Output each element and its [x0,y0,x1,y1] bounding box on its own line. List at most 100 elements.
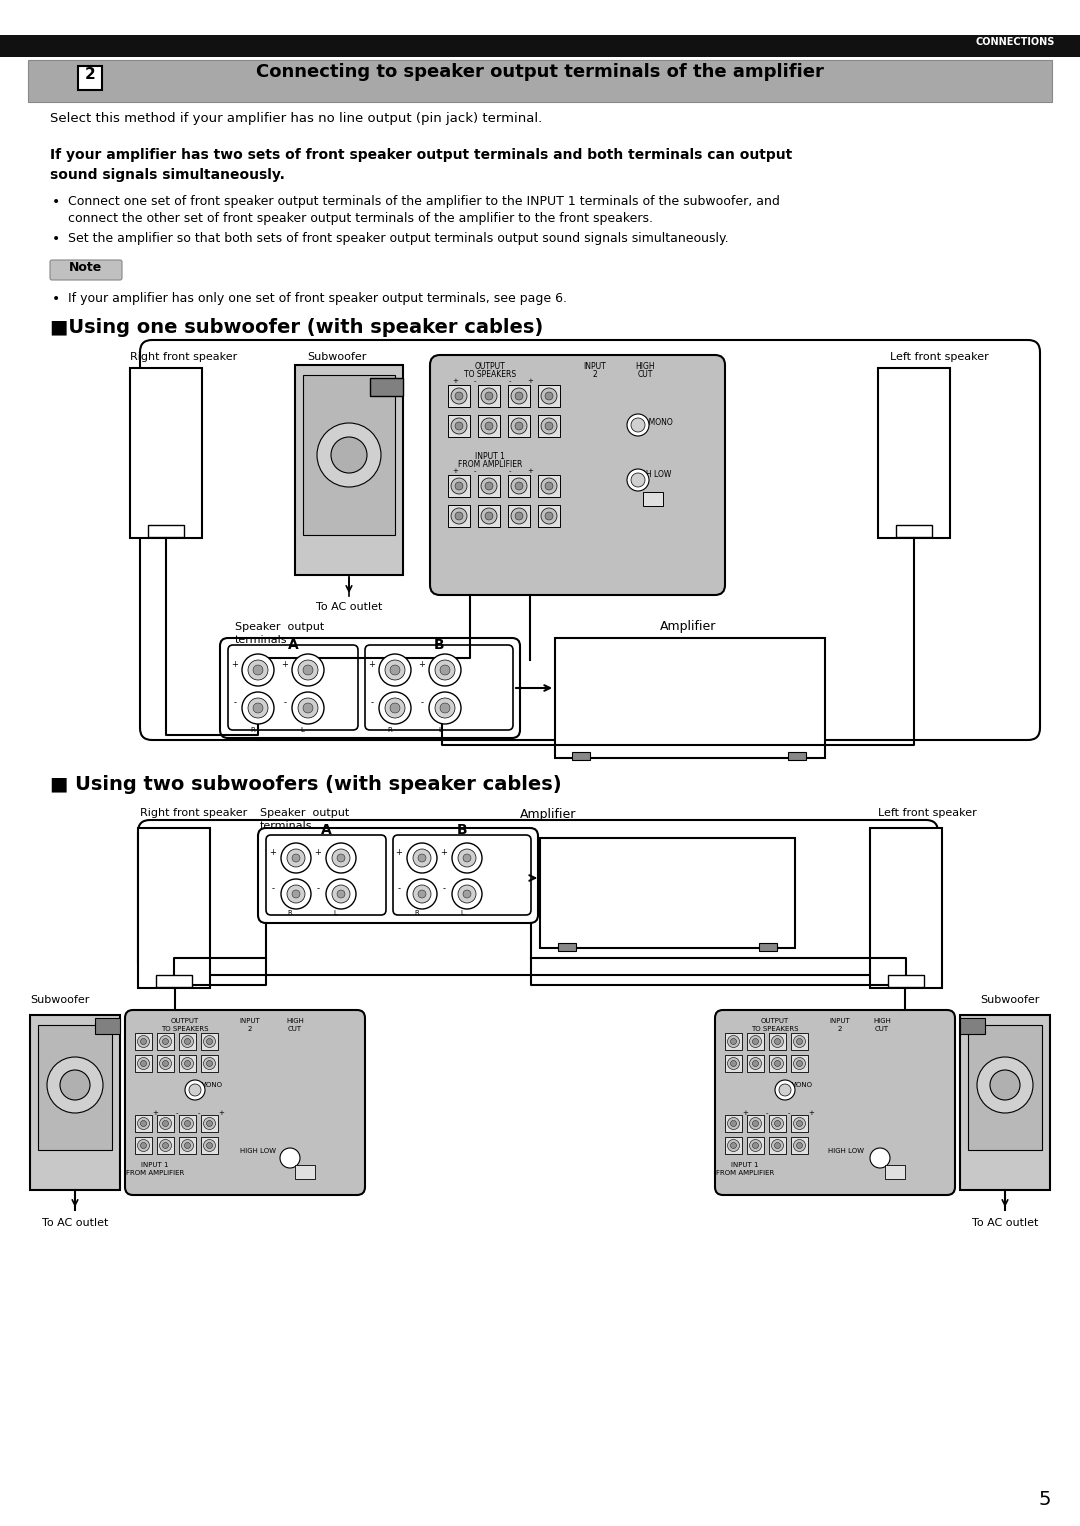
Circle shape [515,513,523,520]
Circle shape [451,418,467,433]
Circle shape [455,392,463,400]
Circle shape [511,388,527,404]
Text: Speaker  output
terminals: Speaker output terminals [260,807,349,832]
Circle shape [160,1117,172,1129]
Text: Right front speaker: Right front speaker [130,353,238,362]
Circle shape [627,414,649,436]
Text: Note: Note [69,261,103,275]
Bar [303,375,395,536]
Text: HIGH: HIGH [873,1018,891,1024]
Bar [0,35,1080,56]
Text: ■ Using two subwoofers (with speaker cables): ■ Using two subwoofers (with speaker cab… [50,775,562,794]
Circle shape [515,423,523,430]
Bar [759,943,777,951]
Bar [555,638,825,758]
Bar [135,1116,152,1132]
Bar [885,1164,905,1180]
Circle shape [771,1140,783,1152]
Circle shape [463,890,471,897]
Circle shape [390,665,400,674]
Circle shape [774,1061,781,1067]
Circle shape [281,842,311,873]
Bar [538,475,561,497]
Bar [538,385,561,407]
Bar [769,1137,786,1154]
Circle shape [728,1117,740,1129]
Circle shape [206,1061,213,1067]
Bar [538,505,561,526]
Bar [508,385,530,407]
Circle shape [203,1117,216,1129]
Circle shape [413,848,431,867]
Circle shape [485,482,492,490]
Text: MONO: MONO [200,1082,222,1088]
Text: HIGH LOW: HIGH LOW [632,470,672,479]
Circle shape [440,703,450,713]
Circle shape [753,1061,758,1067]
Text: CUT: CUT [288,1025,302,1032]
Circle shape [435,661,455,681]
Circle shape [511,478,527,494]
Text: 2: 2 [247,1025,253,1032]
Circle shape [440,665,450,674]
Bar [179,1054,195,1071]
Circle shape [337,855,345,862]
Circle shape [303,703,313,713]
Text: To AC outlet: To AC outlet [315,601,382,612]
Text: L: L [333,909,337,916]
Circle shape [330,436,367,473]
Text: -: - [787,1109,791,1116]
Circle shape [418,855,426,862]
Bar [960,1015,1050,1190]
Text: -: - [233,697,237,707]
Text: +: + [218,1109,224,1116]
Circle shape [189,1083,201,1096]
Text: 2: 2 [84,67,95,82]
Circle shape [541,418,557,433]
Text: Connecting to speaker output terminals of the amplifier: Connecting to speaker output terminals o… [256,63,824,81]
Circle shape [413,885,431,903]
Text: Select this method if your amplifier has no line output (pin jack) terminal.: Select this method if your amplifier has… [50,111,542,125]
Text: A: A [287,638,298,652]
Text: HIGH LOW: HIGH LOW [828,1148,864,1154]
Bar [968,1025,1042,1151]
Bar [508,505,530,526]
Bar [478,505,500,526]
Circle shape [977,1058,1032,1112]
Bar [448,415,470,436]
Circle shape [287,848,305,867]
Circle shape [326,842,356,873]
Text: FROM AMPLIFIER: FROM AMPLIFIER [716,1170,774,1177]
Circle shape [730,1039,737,1044]
Text: -: - [443,884,446,893]
Circle shape [242,691,274,723]
FancyBboxPatch shape [125,1010,365,1195]
Bar [508,415,530,436]
Circle shape [137,1140,149,1152]
Circle shape [206,1039,213,1044]
Circle shape [453,879,482,909]
Circle shape [771,1117,783,1129]
Bar [747,1116,764,1132]
Bar [156,975,192,987]
Text: L: L [438,726,442,732]
Bar [725,1054,742,1071]
Text: Subwoofer: Subwoofer [981,995,1040,1006]
Circle shape [181,1058,193,1070]
Text: +: + [270,848,276,858]
Circle shape [730,1061,737,1067]
Circle shape [545,392,553,400]
Text: +: + [527,468,532,475]
Circle shape [631,418,645,432]
Text: If your amplifier has only one set of front speaker output terminals, see page 6: If your amplifier has only one set of fr… [68,291,567,305]
Text: +: + [742,1109,748,1116]
Bar [138,829,210,987]
Text: •: • [52,291,60,307]
Text: +: + [368,661,376,668]
Text: MONO: MONO [789,1082,812,1088]
Circle shape [458,885,476,903]
Text: -: - [420,697,423,707]
Circle shape [990,1070,1020,1100]
Bar [747,1033,764,1050]
Circle shape [287,885,305,903]
